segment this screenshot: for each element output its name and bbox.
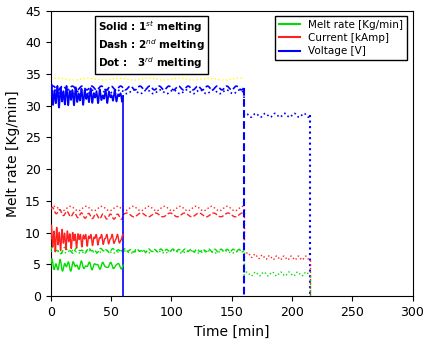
Text: Solid : 1$^{st}$ melting
Dash : 2$^{nd}$ melting
Dot :   3$^{rd}$ melting: Solid : 1$^{st}$ melting Dash : 2$^{nd}$… [98, 19, 205, 71]
X-axis label: Time [min]: Time [min] [194, 324, 269, 338]
Y-axis label: Melt rate [Kg/min]: Melt rate [Kg/min] [6, 90, 19, 217]
Legend: Melt rate [Kg/min], Current [kAmp], Voltage [V]: Melt rate [Kg/min], Current [kAmp], Volt… [275, 16, 407, 60]
